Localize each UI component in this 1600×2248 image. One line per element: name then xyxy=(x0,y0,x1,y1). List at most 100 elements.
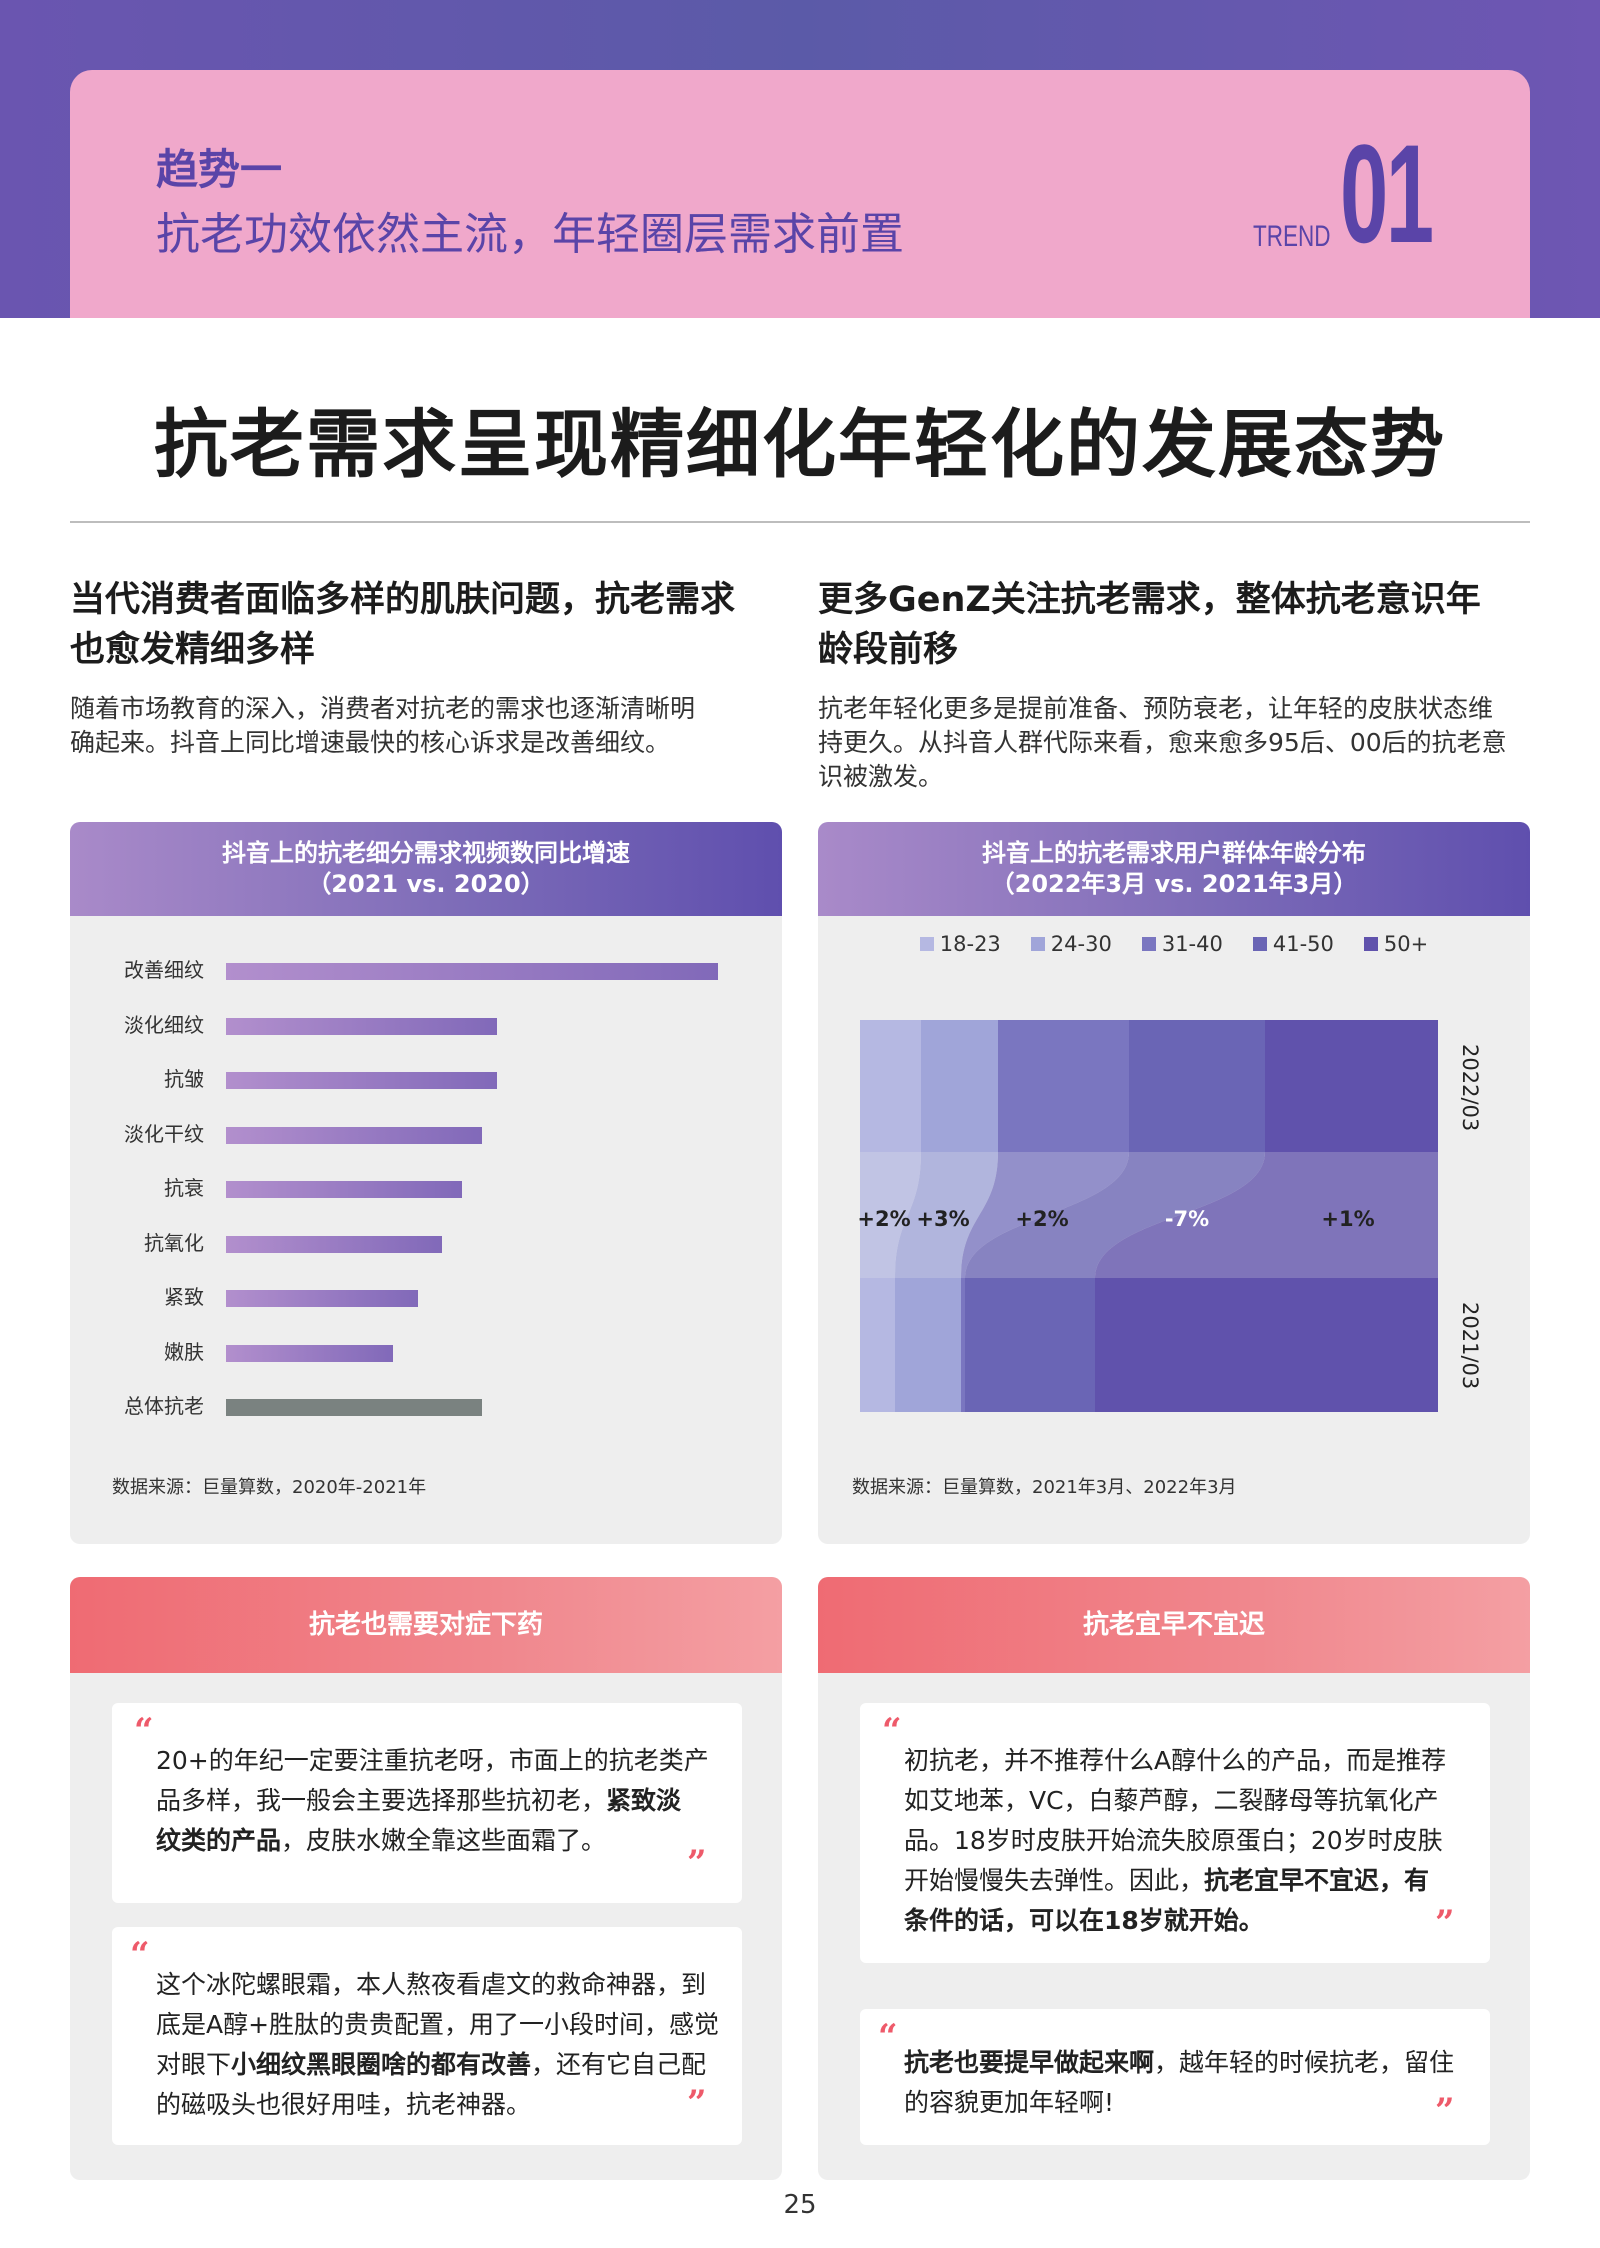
area-chart-header: 抖音上的抗老需求用户群体年龄分布 （2022年3月 vs. 2021年3月） xyxy=(818,822,1530,916)
trend-number: 01 xyxy=(1340,115,1434,272)
bar-label: 紧致 xyxy=(164,1285,204,1309)
trend-subtitle: 抗老功效依然主流，年轻圈层需求前置 xyxy=(156,209,904,260)
bottom-segment xyxy=(860,1278,895,1412)
area-chart-source: 数据来源：巨量算数，2021年3月、2022年3月 xyxy=(852,1477,1237,1498)
bottom-segment xyxy=(965,1278,1095,1412)
bar-label: 淡化细纹 xyxy=(124,1012,204,1037)
quote-highlight: 抗老宜早不宜迟，有 xyxy=(1204,1866,1430,1895)
bar-chart-plot: 改善细纹淡化细纹抗皱淡化干纹抗衰抗氧化紧致嫩肤总体抗老 xyxy=(70,952,782,1418)
legend-swatch xyxy=(1252,937,1267,951)
quote-line: 底是A醇+胜肽的贵贵配置，用了一小段时间，感觉 xyxy=(156,2010,720,2039)
top-segment xyxy=(1265,1020,1438,1152)
legend-item: 18-23 xyxy=(919,932,1001,956)
bar-label: 改善细纹 xyxy=(124,958,204,982)
right-paragraph: 抗老年轻化更多是提前准备、预防衰老，让年轻的皮肤状态维 持更久。从抖音人群代际来… xyxy=(818,692,1538,794)
right-heading-line: 龄段前移 xyxy=(818,630,959,670)
flow-band xyxy=(895,1152,998,1278)
quote-line: 如艾地苯，VC，白藜芦醇，二裂酵母等抗氧化产 xyxy=(904,1786,1439,1815)
bar-label: 抗衰 xyxy=(164,1176,204,1200)
quote-box: “ 抗老也要提早做起来啊，越年轻的时候抗老，留住 的容貌更加年轻啊! ” xyxy=(860,2009,1490,2145)
change-label: +3% xyxy=(916,1207,969,1231)
quote-segment: ，越年轻的时候抗老，留住 xyxy=(1154,2048,1455,2077)
quote-highlight: 条件的话，可以在18岁就开始。 xyxy=(904,1906,1264,1935)
top-segment xyxy=(1129,1020,1265,1152)
top-segment xyxy=(998,1020,1129,1152)
legend-label: 41-50 xyxy=(1272,932,1334,956)
bar xyxy=(226,1399,482,1416)
close-quote-icon: ” xyxy=(1435,2091,1455,2131)
right-heading: 更多GenZ关注抗老需求，整体抗老意识年 龄段前移 xyxy=(818,575,1538,675)
quote-segment: ，还有它自己配 xyxy=(531,2050,707,2079)
left-paragraph-line: 随着市场教育的深入，消费者对抗老的需求也逐渐清晰明 xyxy=(70,694,696,723)
flow-band xyxy=(965,1152,1265,1278)
left-paragraph-line: 确起来。抖音上同比增速最快的核心诉求是改善细纹。 xyxy=(70,728,671,757)
chart-subtitle: （2022年3月 vs. 2021年3月） xyxy=(990,870,1358,898)
chart-legend: 18-23 24-30 31-40 41-50 50+ xyxy=(818,932,1530,956)
bar-row: 抗衰 xyxy=(70,1170,760,1206)
bar-row: 紧致 xyxy=(70,1279,760,1315)
bar-row: 抗皱 xyxy=(70,1061,760,1097)
close-quote-icon: ” xyxy=(1435,1903,1455,1943)
bar xyxy=(226,1290,418,1307)
bar xyxy=(226,963,718,980)
bar-row: 淡化干纹 xyxy=(70,1116,760,1152)
quote-text: 初抗老，并不推荐什么A醇什么的产品，而是推荐 如艾地苯，VC，白藜芦醇，二裂酵母… xyxy=(904,1741,1474,1941)
flow-band xyxy=(1095,1152,1438,1278)
legend-swatch xyxy=(919,937,934,951)
right-paragraph-line: 抗老年轻化更多是提前准备、预防衰老，让年轻的皮肤状态维 xyxy=(818,694,1494,723)
trend-banner: 趋势一 抗老功效依然主流，年轻圈层需求前置 TREND 01 xyxy=(70,70,1530,318)
open-quote-icon: “ xyxy=(134,1711,154,1751)
open-quote-icon: “ xyxy=(130,1935,150,1975)
quote-highlight: 紧致淡 xyxy=(606,1786,682,1815)
left-paragraph: 随着市场教育的深入，消费者对抗老的需求也逐渐清晰明 确起来。抖音上同比增速最快的… xyxy=(70,692,790,760)
chart-subtitle: （2021 vs. 2020） xyxy=(307,870,545,898)
quote-line: 对眼下小细纹黑眼圈啥的都有改善，还有它自己配 xyxy=(156,2045,736,2085)
bottom-segment xyxy=(895,1278,961,1412)
left-heading-line: 当代消费者面临多样的肌肤问题，抗老需求 xyxy=(70,580,736,620)
change-label: +2% xyxy=(857,1207,910,1231)
quote-segment: ，皮肤水嫩全靠这些面霜了。 xyxy=(281,1826,607,1855)
legend-label: 18-23 xyxy=(939,932,1001,956)
bar-label: 抗氧化 xyxy=(144,1230,204,1255)
flow-band xyxy=(860,1152,921,1278)
x-axis-label: 2021/03 xyxy=(1458,1302,1482,1389)
legend-label: 24-30 xyxy=(1050,932,1112,956)
change-label: +1% xyxy=(1321,1207,1374,1231)
quote-highlight: 小细纹黑眼圈啥的都有改善 xyxy=(231,2050,532,2079)
quote-line: 抗老也要提早做起来啊，越年轻的时候抗老，留住 xyxy=(904,2043,1484,2083)
bar-row: 嫩肤 xyxy=(70,1334,760,1370)
bar-label: 淡化干纹 xyxy=(124,1121,204,1146)
left-heading-line: 也愈发精细多样 xyxy=(70,630,316,670)
quote-line: 的容貌更加年轻啊! xyxy=(904,2088,1115,2117)
divider xyxy=(70,521,1530,523)
quote-line: 这个冰陀螺眼霜，本人熬夜看虐文的救命神器，到 xyxy=(156,1970,707,1999)
page-title: 抗老需求呈现精细化年轻化的发展态势 xyxy=(154,402,1446,488)
top-segment xyxy=(921,1020,998,1152)
close-quote-icon: ” xyxy=(687,2083,707,2123)
quote-box: “ 这个冰陀螺眼霜，本人熬夜看虐文的救命神器，到 底是A醇+胜肽的贵贵配置，用了… xyxy=(112,1927,742,2145)
trend-label: 趋势一 xyxy=(156,145,283,194)
quote-line: 20+的年纪一定要注重抗老呀，市面上的抗老类产 xyxy=(156,1746,709,1775)
quote-line: 纹类的产品，皮肤水嫩全靠这些面霜了。 xyxy=(156,1821,726,1861)
quote-line: 条件的话，可以在18岁就开始。 xyxy=(904,1901,1474,1941)
bar-row: 抗氧化 xyxy=(70,1225,760,1261)
change-label: -7% xyxy=(1165,1207,1209,1231)
bar xyxy=(226,1344,394,1362)
open-quote-icon: “ xyxy=(878,2017,898,2057)
left-heading: 当代消费者面临多样的肌肤问题，抗老需求 也愈发精细多样 xyxy=(70,575,790,675)
bar xyxy=(226,1017,497,1035)
legend-swatch xyxy=(1141,937,1156,951)
bar-label: 总体抗老 xyxy=(124,1394,204,1418)
flow-band xyxy=(961,1152,1129,1278)
quote-highlight: 抗老也要提早做起来啊 xyxy=(904,2048,1155,2077)
bar xyxy=(226,1235,443,1253)
quote-line: 的磁吸头也很好用哇，抗老神器。 xyxy=(156,2090,532,2119)
top-segment xyxy=(860,1020,921,1152)
bar-chart-header: 抖音上的抗老细分需求视频数同比增速 （2021 vs. 2020） xyxy=(70,822,782,916)
legend-item: 41-50 xyxy=(1252,932,1334,956)
quote-segment: 开始慢慢失去弹性。因此， xyxy=(904,1866,1205,1895)
legend-swatch xyxy=(1030,937,1045,951)
quote-text: 20+的年纪一定要注重抗老呀，市面上的抗老类产 品多样，我一般会主要选择那些抗初… xyxy=(156,1741,726,1861)
quote-card-left: 抗老也需要对症下药 “ 20+的年纪一定要注重抗老呀，市面上的抗老类产 品多样，… xyxy=(70,1577,782,2180)
